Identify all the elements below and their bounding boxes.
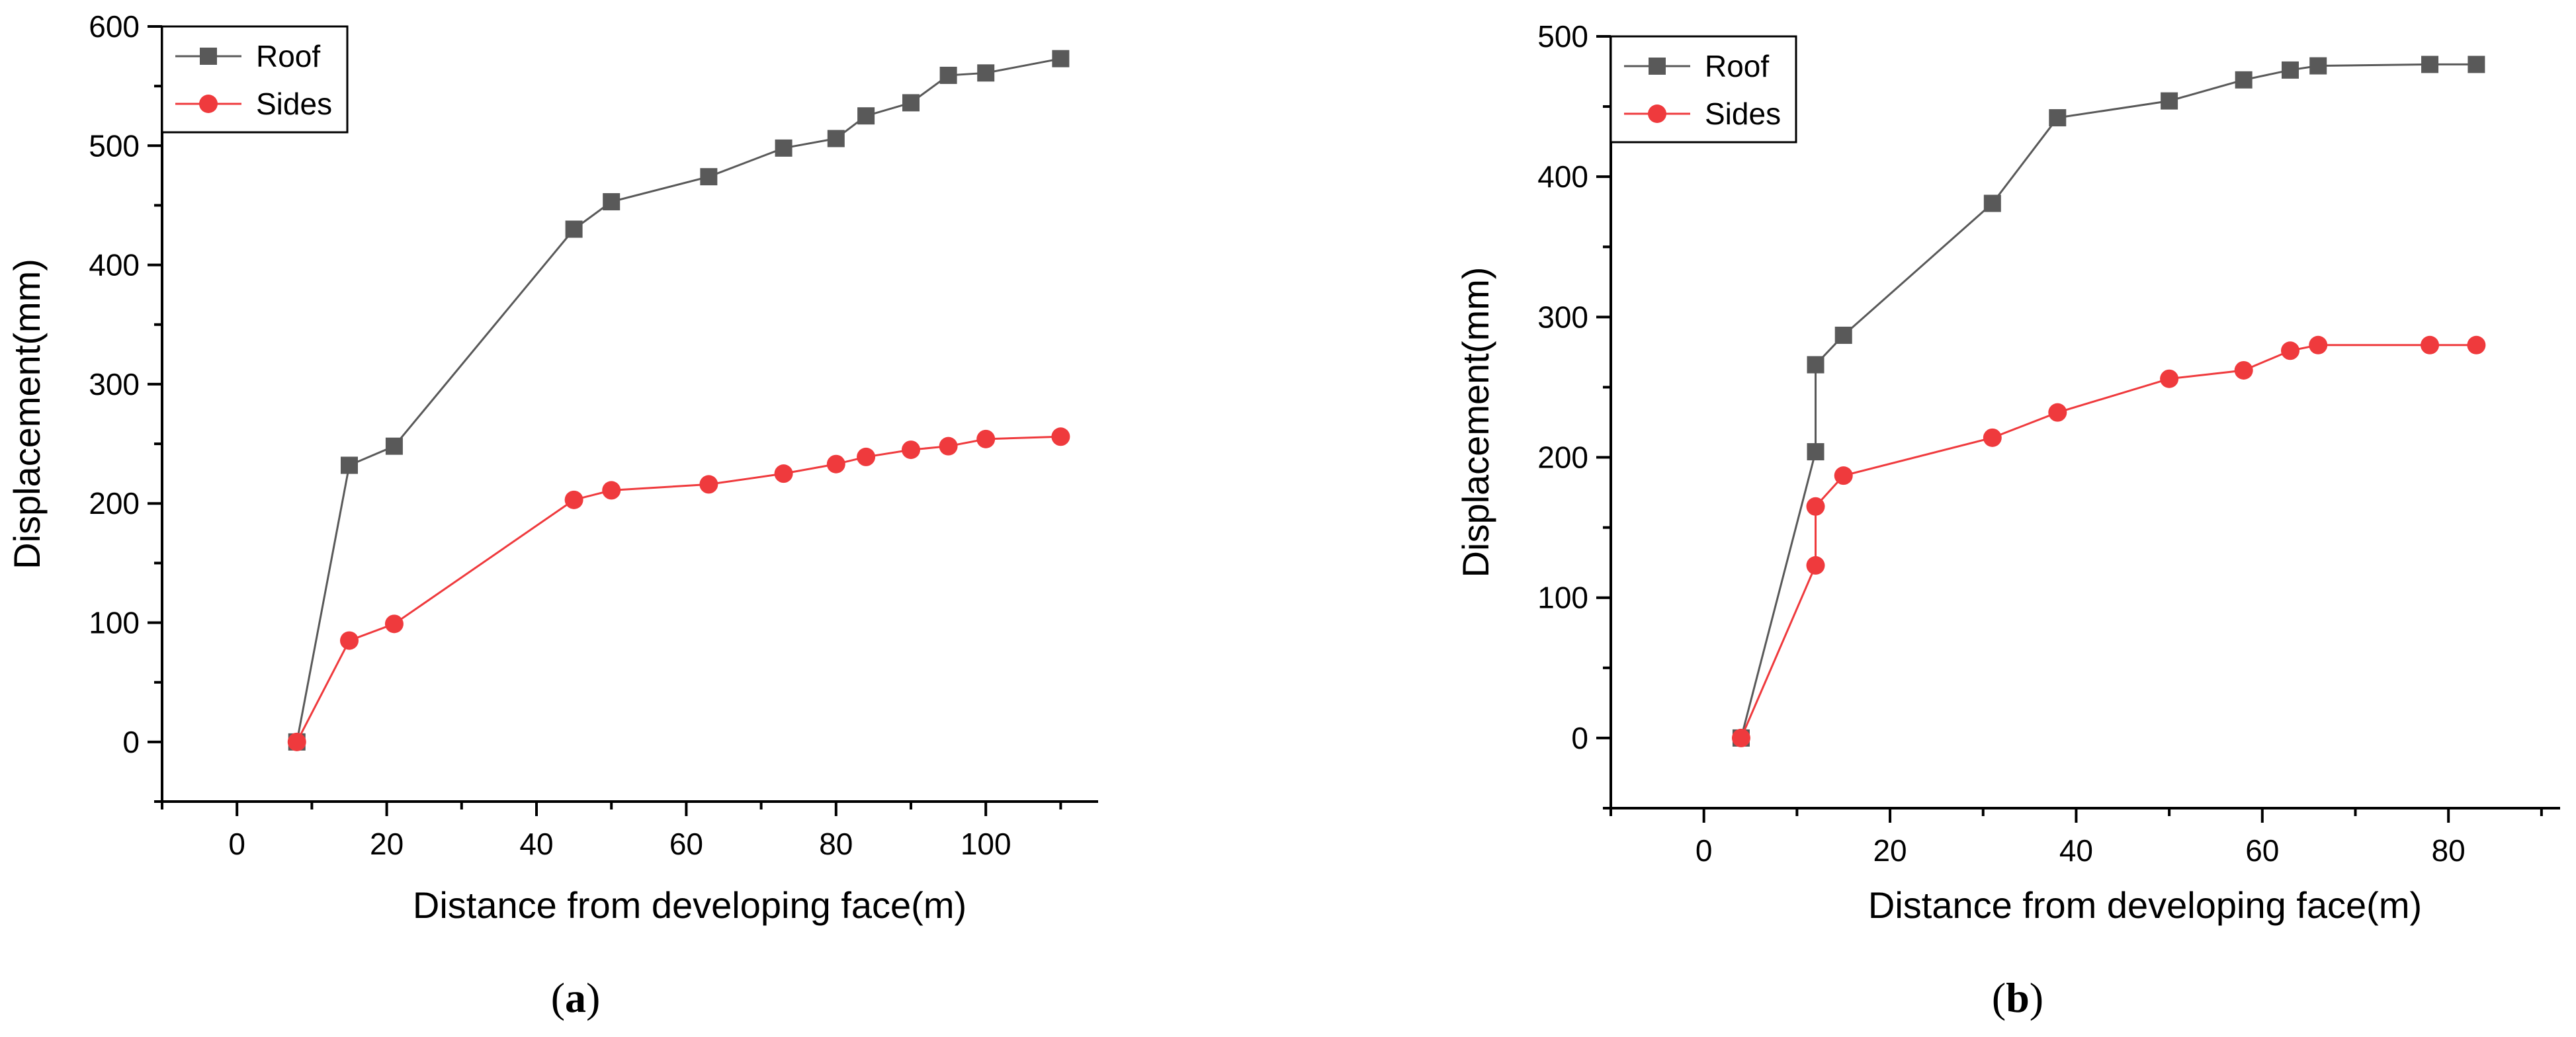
data-point-sides (902, 440, 920, 460)
data-point-sides (2048, 403, 2067, 422)
data-point-roof (2468, 56, 2485, 73)
data-point-sides (287, 732, 306, 751)
data-point-sides (384, 614, 404, 634)
y-tick-label: 600 (89, 9, 140, 44)
y-tick-label: 500 (89, 128, 140, 163)
y-tick-label: 400 (89, 248, 140, 282)
chart-panel-a: 0 20 40 60 80 100 0 100 200 300 400 500 600 Distance … (6, 9, 1098, 1021)
data-point-roof (827, 130, 845, 147)
data-point-sides (564, 490, 583, 509)
legend-marker-sides (1648, 104, 1666, 123)
legend-marker-roof (200, 48, 217, 65)
data-point-roof (565, 220, 583, 238)
series-line-roof (1740, 63, 2477, 739)
x-axis-title: Distance from developing face(m) (413, 884, 966, 926)
data-point-sides (1731, 728, 1750, 747)
data-point-sides (774, 464, 793, 483)
chart-panel-b: 0 20 40 60 80 0 100 200 300 400 500 Distance from d… (1455, 19, 2560, 1021)
data-point-roof (2282, 61, 2299, 79)
data-point-sides (2467, 335, 2486, 354)
y-tick-label: 300 (1537, 300, 1588, 334)
x-tick-label: 0 (1696, 833, 1713, 868)
y-axis-title: Displacement(mm) (1455, 267, 1496, 578)
legend-box (161, 25, 349, 134)
y-tick-label: 100 (89, 606, 140, 640)
data-point-roof (1807, 443, 1825, 461)
data-point-roof (1983, 194, 2001, 212)
data-point-sides (2281, 341, 2300, 360)
data-point-roof (902, 94, 920, 112)
x-tick-label: 100 (961, 827, 1011, 861)
data-point-sides (826, 454, 845, 474)
x-tick-label: 80 (819, 827, 853, 861)
data-point-roof (775, 139, 793, 157)
data-point-roof (2049, 109, 2067, 127)
data-point-roof (385, 437, 403, 455)
data-point-sides (2234, 360, 2253, 380)
legend-label-roof: Roof (1705, 49, 1769, 83)
data-point-sides (1983, 428, 2002, 447)
data-point-roof (2309, 57, 2327, 75)
data-point-sides (602, 481, 621, 500)
legend-marker-sides (199, 95, 218, 113)
y-axis-title: Displacement(mm) (6, 259, 48, 569)
x-axis-title: Distance from developing face(m) (1868, 884, 2422, 926)
y-tick-label: 100 (1537, 581, 1588, 615)
data-point-roof (341, 456, 358, 474)
data-point-roof (857, 107, 875, 125)
data-point-roof (1052, 50, 1070, 67)
x-tick-label: 60 (2245, 833, 2279, 868)
legend-label-sides: Sides (1705, 97, 1781, 131)
data-point-sides (1834, 466, 1853, 485)
y-tick-label: 0 (1571, 721, 1588, 755)
data-point-sides (699, 475, 718, 494)
x-tick-label: 80 (2432, 833, 2466, 868)
data-point-sides (1806, 556, 1825, 575)
y-tick-label: 0 (122, 725, 140, 759)
panel-label: (b) (1992, 974, 2043, 1021)
data-point-sides (2421, 335, 2440, 354)
y-tick-label: 200 (89, 486, 140, 520)
data-point-roof (1834, 326, 1852, 344)
legend-box (1610, 35, 1797, 144)
data-point-roof (2161, 92, 2178, 110)
data-point-roof (2235, 71, 2253, 89)
legend-marker-roof (1649, 58, 1666, 75)
x-tick-label: 20 (1873, 833, 1907, 868)
data-point-roof (939, 66, 957, 84)
data-point-roof (700, 168, 718, 186)
x-tick-label: 60 (669, 827, 703, 861)
data-point-roof (2421, 56, 2439, 73)
series-line-sides (1740, 344, 2477, 739)
y-tick-label: 500 (1537, 19, 1588, 54)
data-point-roof (977, 64, 995, 82)
series-line-sides (296, 435, 1061, 743)
data-point-sides (2309, 335, 2328, 354)
legend-label-sides: Sides (256, 87, 332, 121)
data-point-sides (1051, 427, 1070, 446)
x-tick-label: 20 (370, 827, 404, 861)
y-tick-label: 300 (89, 367, 140, 401)
data-point-sides (976, 429, 996, 448)
data-point-sides (340, 631, 359, 650)
data-point-sides (1806, 497, 1825, 516)
x-tick-label: 40 (519, 827, 553, 861)
y-tick-label: 400 (1537, 159, 1588, 194)
x-tick-label: 0 (228, 827, 245, 861)
y-tick-label: 200 (1537, 440, 1588, 475)
x-tick-label: 40 (2059, 833, 2093, 868)
legend-label-roof: Roof (256, 39, 320, 73)
data-point-sides (939, 436, 958, 456)
series-line-roof (296, 58, 1061, 743)
data-point-sides (857, 447, 876, 466)
panel-label: (a) (551, 974, 601, 1021)
data-point-roof (1807, 356, 1825, 374)
data-point-roof (603, 193, 621, 211)
data-point-sides (2160, 369, 2179, 388)
